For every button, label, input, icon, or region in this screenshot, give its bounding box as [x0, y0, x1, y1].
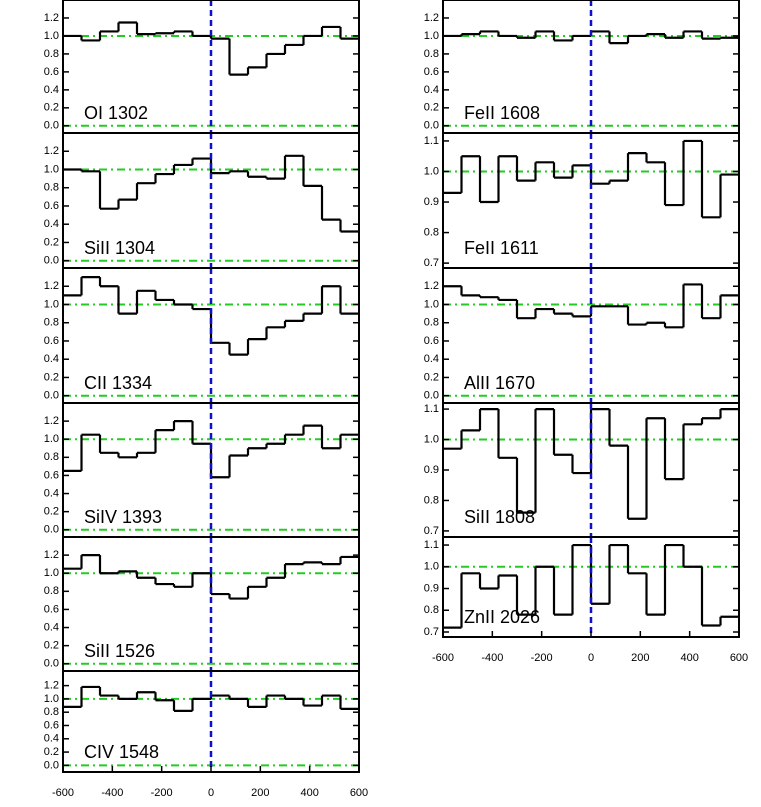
x-tick-label: -400 — [101, 787, 123, 799]
y-tick-label: 0.6 — [44, 200, 59, 212]
y-tick-label: 1.2 — [44, 12, 59, 24]
y-tick-label: 0.7 — [424, 257, 439, 269]
y-tick-label: 0.2 — [424, 371, 439, 383]
y-tick-label: 0.6 — [44, 719, 59, 731]
y-tick-label: 0.8 — [44, 585, 59, 597]
y-tick-label: 0.0 — [44, 390, 59, 402]
y-tick-label: 1.2 — [44, 415, 59, 427]
y-tick-label: 1.0 — [424, 561, 439, 573]
y-tick-label: 0.0 — [44, 524, 59, 536]
x-tick-label: 600 — [350, 787, 368, 799]
y-tick-label: 1.0 — [424, 433, 439, 445]
panel-title: FeII 1608 — [464, 103, 540, 123]
x-tick-label: 0 — [588, 652, 594, 664]
x-tick-label: -400 — [481, 652, 503, 664]
x-tick-label: 400 — [300, 787, 318, 799]
y-tick-label: 0.7 — [424, 525, 439, 537]
y-tick-label: 0.2 — [44, 371, 59, 383]
y-tick-label: 0.4 — [44, 621, 59, 633]
x-tick-label: 0 — [208, 787, 214, 799]
panel-title: SiII 1304 — [84, 238, 155, 258]
y-tick-label: 0.6 — [44, 603, 59, 615]
y-tick-label: 1.2 — [424, 12, 439, 24]
y-tick-label: 1.1 — [424, 539, 439, 551]
y-tick-label: 0.0 — [424, 390, 439, 402]
y-tick-label: 0.8 — [44, 706, 59, 718]
y-tick-label: 0.0 — [44, 255, 59, 267]
y-tick-label: 0.2 — [44, 236, 59, 248]
panel-title: SiII 1808 — [464, 507, 535, 527]
y-tick-label: 1.2 — [424, 280, 439, 292]
x-tick-label: 600 — [730, 652, 748, 664]
y-tick-label: 0.8 — [424, 317, 439, 329]
y-tick-label: 1.2 — [44, 145, 59, 157]
y-tick-label: 0.8 — [424, 604, 439, 616]
y-tick-label: 0.8 — [44, 182, 59, 194]
x-tick-label: 200 — [251, 787, 269, 799]
y-tick-label: 0.9 — [424, 196, 439, 208]
y-tick-label: 1.0 — [44, 163, 59, 175]
y-tick-label: 1.2 — [44, 680, 59, 692]
panel-title: SiIV 1393 — [84, 507, 162, 527]
y-tick-label: 1.0 — [44, 30, 59, 42]
y-tick-label: 0.6 — [424, 66, 439, 78]
y-tick-label: 0.9 — [424, 582, 439, 594]
y-tick-label: 0.4 — [44, 218, 59, 230]
panel-title: ZnII 2026 — [464, 607, 540, 627]
y-tick-label: 0.6 — [44, 335, 59, 347]
panel-title: OI 1302 — [84, 103, 148, 123]
panel-title: SiII 1526 — [84, 641, 155, 661]
y-tick-label: 0.8 — [44, 48, 59, 60]
x-tick-label: -600 — [432, 652, 454, 664]
y-tick-label: 0.7 — [424, 626, 439, 638]
y-tick-label: 1.0 — [44, 693, 59, 705]
panel-title: FeII 1611 — [464, 238, 539, 258]
panel-title: CII 1334 — [84, 373, 152, 393]
y-tick-label: 0.2 — [44, 746, 59, 758]
y-tick-label: 1.1 — [424, 403, 439, 415]
y-tick-label: 0.8 — [44, 451, 59, 463]
y-tick-label: 1.0 — [44, 298, 59, 310]
y-tick-label: 0.6 — [44, 66, 59, 78]
panel-title: CIV 1548 — [84, 742, 159, 762]
x-tick-label: -200 — [151, 787, 173, 799]
y-tick-label: 0.6 — [424, 335, 439, 347]
y-tick-label: 0.4 — [44, 353, 59, 365]
x-tick-label: -600 — [52, 787, 74, 799]
y-tick-label: 0.4 — [424, 353, 439, 365]
y-tick-label: 0.8 — [424, 48, 439, 60]
y-tick-label: 0.4 — [44, 733, 59, 745]
y-tick-label: 0.9 — [424, 464, 439, 476]
y-tick-label: 0.8 — [424, 226, 439, 238]
y-tick-label: 0.0 — [44, 120, 59, 132]
y-tick-label: 0.6 — [44, 469, 59, 481]
y-tick-label: 0.0 — [44, 658, 59, 670]
y-tick-label: 0.2 — [424, 102, 439, 114]
y-tick-label: 0.8 — [424, 494, 439, 506]
y-tick-label: 1.0 — [424, 165, 439, 177]
y-tick-label: 0.2 — [44, 640, 59, 652]
y-tick-label: 0.8 — [44, 317, 59, 329]
y-tick-label: 1.2 — [44, 549, 59, 561]
y-tick-label: 0.4 — [424, 84, 439, 96]
y-tick-label: 1.0 — [44, 567, 59, 579]
x-tick-label: 200 — [631, 652, 649, 664]
y-tick-label: 1.1 — [424, 135, 439, 147]
y-tick-label: 1.0 — [424, 30, 439, 42]
y-tick-label: 0.0 — [44, 759, 59, 771]
y-tick-label: 0.4 — [44, 84, 59, 96]
panel-title: AlII 1670 — [464, 373, 535, 393]
y-tick-label: 0.2 — [44, 506, 59, 518]
x-tick-label: 400 — [680, 652, 698, 664]
y-tick-label: 0.4 — [44, 487, 59, 499]
x-tick-label: -200 — [531, 652, 553, 664]
y-tick-label: 0.0 — [424, 120, 439, 132]
y-tick-label: 0.2 — [44, 102, 59, 114]
y-tick-label: 1.0 — [44, 433, 59, 445]
y-tick-label: 1.0 — [424, 298, 439, 310]
y-tick-label: 1.2 — [44, 280, 59, 292]
